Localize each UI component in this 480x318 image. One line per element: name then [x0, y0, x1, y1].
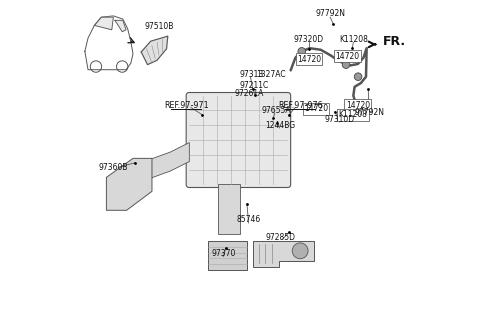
FancyBboxPatch shape [186, 93, 291, 188]
Text: 14720: 14720 [297, 55, 321, 64]
Circle shape [355, 101, 362, 109]
Polygon shape [115, 20, 126, 32]
Text: 97261A: 97261A [234, 89, 264, 98]
Text: K11208: K11208 [338, 110, 368, 119]
Text: REF.97-971: REF.97-971 [164, 101, 208, 110]
Text: 14720: 14720 [336, 52, 360, 61]
Text: 97370: 97370 [211, 250, 235, 259]
Text: K11208: K11208 [339, 35, 368, 44]
Text: 97360B: 97360B [98, 163, 128, 172]
Text: 14720: 14720 [346, 101, 370, 110]
Circle shape [342, 61, 350, 68]
Text: 97510B: 97510B [144, 22, 174, 31]
Polygon shape [141, 36, 168, 65]
Text: 97655A: 97655A [261, 107, 291, 115]
Text: 97313: 97313 [240, 70, 264, 79]
Text: 97792N: 97792N [315, 10, 345, 18]
Circle shape [292, 243, 308, 259]
Text: 97792N: 97792N [354, 107, 384, 117]
Text: 97310D: 97310D [324, 115, 354, 124]
Text: 97285D: 97285D [265, 233, 296, 242]
Text: 85746: 85746 [237, 215, 261, 224]
Polygon shape [208, 241, 247, 270]
Text: 1327AC: 1327AC [256, 70, 286, 79]
Polygon shape [128, 142, 189, 190]
Polygon shape [95, 17, 113, 30]
Text: 14720: 14720 [304, 105, 328, 114]
Circle shape [354, 73, 362, 80]
Polygon shape [218, 184, 240, 234]
Circle shape [298, 48, 306, 55]
Text: FR.: FR. [383, 35, 406, 48]
Polygon shape [252, 241, 314, 267]
Text: 97320D: 97320D [294, 35, 324, 44]
Text: 1244BG: 1244BG [265, 121, 296, 130]
Polygon shape [107, 158, 152, 210]
Text: REF.97-976: REF.97-976 [278, 101, 323, 110]
Text: 97211C: 97211C [240, 81, 269, 90]
